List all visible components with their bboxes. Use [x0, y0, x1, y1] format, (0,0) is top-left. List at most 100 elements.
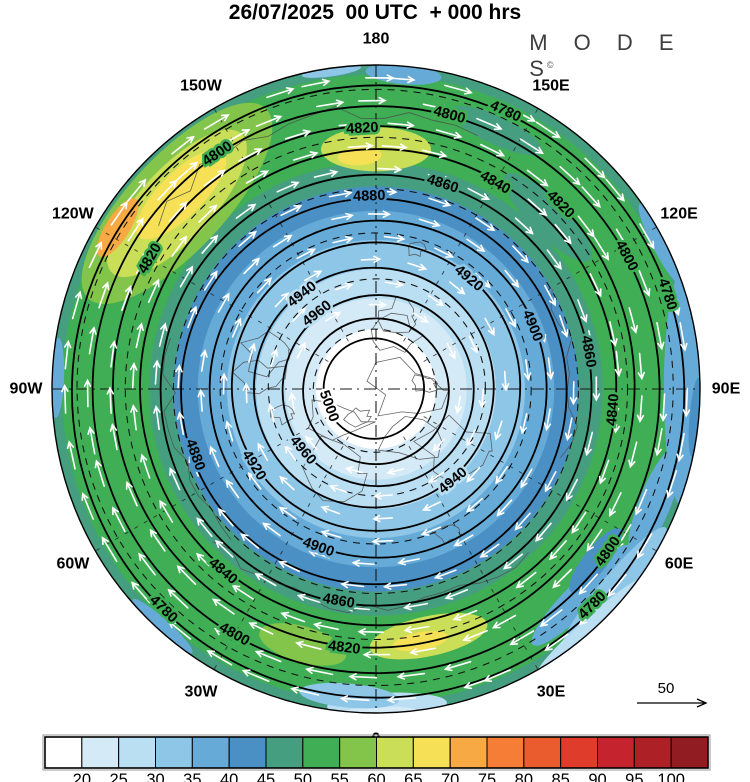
coastline-blob: [411, 374, 439, 393]
wind-arrow: [179, 265, 194, 288]
coastline-blob: [366, 356, 450, 417]
wind-arrow: [276, 181, 300, 193]
wind-arrow: [476, 117, 503, 131]
wind-arrow: [679, 322, 688, 352]
copyright-icon: ©: [546, 60, 554, 70]
wind-arrow: [463, 677, 492, 690]
colorbar-cell-17: [670, 736, 709, 769]
wind-arrow: [203, 270, 218, 291]
colorbar-tick-90: 90: [588, 771, 606, 782]
wind-arrow: [403, 625, 430, 634]
speed-patch-24: [568, 487, 624, 566]
contour-label-4880: 4880: [353, 188, 386, 205]
coastline-blob: [370, 312, 425, 353]
wind-arrow: [609, 492, 622, 517]
contour-4920: [230, 241, 522, 532]
wind-arrow: [153, 404, 161, 431]
colorbar-tick-45: 45: [257, 771, 275, 782]
wind-arrow: [434, 247, 454, 258]
wind-arrow: [127, 217, 144, 242]
reference-arrow-glyph: [637, 698, 708, 708]
wind-arrow: [466, 238, 486, 253]
wind-arrow: [344, 466, 363, 474]
wind-arrow: [433, 569, 457, 580]
wind-arrow: [130, 581, 151, 604]
colorbar-cell-16: [633, 736, 672, 769]
wind-arrow: [656, 322, 665, 351]
wind-arrow: [578, 604, 601, 626]
colorbar-cell-11: [449, 736, 488, 769]
wind-arrow: [225, 420, 234, 442]
contour-4980: [302, 317, 450, 466]
wind-arrow: [666, 470, 678, 499]
wind-arrow: [328, 190, 353, 198]
wind-arrow: [636, 533, 653, 560]
wind-arrow: [559, 314, 569, 338]
wind-arrow: [637, 352, 645, 381]
reference-arrow-label: 50: [658, 680, 675, 697]
contour-4780: [71, 84, 686, 699]
longitude-label-30W: 30W: [185, 684, 219, 701]
wind-arrow: [427, 294, 445, 307]
wind-arrow: [101, 536, 118, 563]
wind-arrow: [83, 378, 92, 408]
wind-arrow: [616, 524, 632, 549]
coastline-blob: [343, 407, 372, 428]
wind-arrow: [571, 511, 587, 534]
wind-arrow: [213, 627, 239, 644]
wind-arrow: [296, 248, 317, 260]
wind-arrow: [453, 534, 474, 547]
wind-arrow: [638, 270, 651, 297]
wind-arrow: [592, 376, 601, 402]
dashed-ring: [172, 187, 579, 595]
speed-patch-3: [97, 198, 139, 258]
longitude-label-150W: 150W: [180, 77, 223, 94]
colorbar-cell-15: [597, 736, 635, 769]
wind-arrow: [512, 245, 530, 264]
chart-title: 26/07/2025 00 UTC + 000 hrs: [228, 1, 522, 24]
coastline-arc: [550, 288, 578, 458]
wind-arrow: [316, 99, 345, 108]
wind-arrow: [293, 151, 319, 161]
wind-arrow: [231, 584, 254, 600]
wind-arrow: [257, 442, 269, 461]
wind-arrow: [279, 475, 295, 491]
wind-arrow: [188, 454, 199, 477]
colorbar-tick-50: 50: [294, 771, 312, 782]
wind-arrow: [140, 453, 151, 479]
wind-arrow: [484, 317, 495, 337]
wind-arrow: [153, 359, 161, 385]
wind-arrow: [589, 273, 602, 298]
wind-arrow: [449, 281, 466, 295]
coastline-blob: [413, 414, 493, 484]
wind-arrow: [254, 650, 282, 663]
wind-arrow: [331, 212, 354, 221]
wind-arrow: [386, 467, 405, 476]
longitude-label-90E: 90E: [712, 381, 741, 398]
wind-arrow: [480, 143, 506, 157]
wind-arrow: [495, 466, 509, 485]
wind-arrow: [63, 339, 72, 370]
wind-arrow: [347, 142, 375, 150]
wind-arrow: [385, 75, 416, 84]
contour-4820: [112, 125, 636, 649]
wind-arrow: [468, 335, 478, 354]
wind-arrow: [110, 200, 128, 226]
wind-arrow: [564, 417, 573, 442]
wind-arrow: [402, 602, 428, 611]
wind-arrow: [565, 478, 578, 502]
wind-arrow: [515, 571, 537, 589]
wind-arrow: [409, 647, 437, 656]
wind-arrow: [509, 107, 536, 122]
wind-arrow: [421, 149, 448, 159]
wind-arrow: [577, 215, 595, 238]
wind-arrow: [211, 598, 235, 615]
map-rim: [51, 64, 701, 714]
wind-arrow: [544, 284, 556, 307]
wind-arrow: [351, 559, 375, 567]
wind-arrow: [109, 423, 118, 451]
wind-arrow: [578, 573, 599, 595]
wind-arrow: [383, 234, 406, 242]
wind-arrow: [659, 393, 668, 422]
wind-arrow: [491, 614, 517, 629]
